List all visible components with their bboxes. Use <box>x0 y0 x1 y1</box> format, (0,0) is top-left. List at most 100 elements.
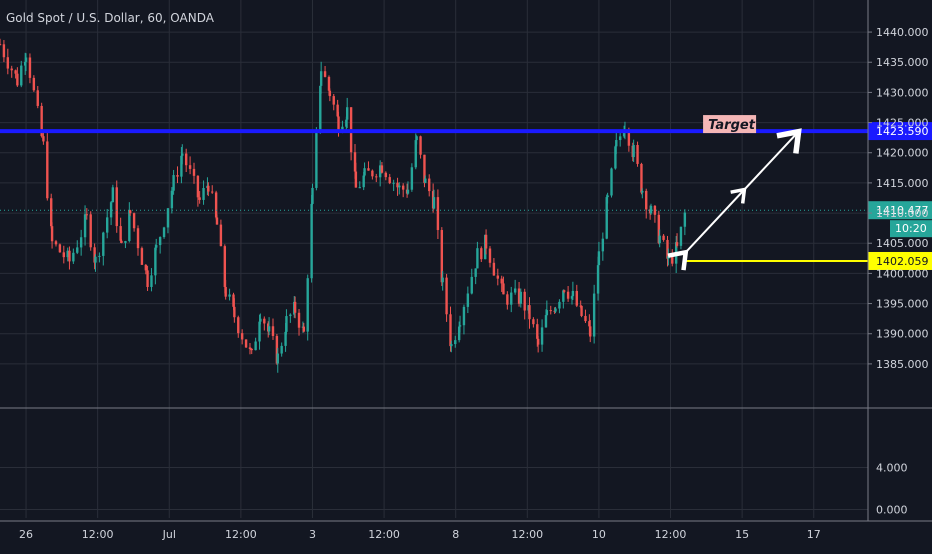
candle-body <box>310 203 313 279</box>
candle-body <box>445 277 448 315</box>
candle-body <box>332 96 335 105</box>
candle-body <box>144 264 148 271</box>
levels-layer: 1410.477 10:20 1423.590 Target 1402.059 <box>0 115 932 270</box>
candle-body <box>540 327 544 345</box>
target-note-label: Target <box>708 118 756 133</box>
candle-body <box>424 178 427 183</box>
support-price-label: 1402.059 <box>876 255 929 268</box>
candle-body <box>124 241 127 243</box>
time-tick-label: 3 <box>309 528 316 541</box>
candle-body <box>315 130 318 188</box>
candle-body <box>311 187 314 204</box>
candle-body <box>207 185 210 192</box>
candles-layer <box>0 38 687 373</box>
candle-body <box>105 217 109 233</box>
candle-body <box>28 57 32 78</box>
candle-body <box>54 241 58 245</box>
candle-body <box>596 265 600 294</box>
candle-body <box>254 341 257 351</box>
candle-body <box>375 176 378 178</box>
candle-body <box>484 234 488 249</box>
candle-body <box>392 182 395 184</box>
candle-body <box>476 248 479 269</box>
candle-body <box>180 155 183 177</box>
price-tick-label: 1430.000 <box>876 86 929 99</box>
candle-body <box>358 187 361 189</box>
candle-body <box>111 187 115 203</box>
candle-body <box>415 136 418 141</box>
candle-body <box>488 248 492 263</box>
current-price-label: 1410.477 <box>876 204 929 217</box>
candle-body <box>285 316 288 332</box>
time-tick-label: 26 <box>19 528 33 541</box>
candle-body <box>679 226 683 246</box>
drawings-layer <box>667 128 802 271</box>
candle-body <box>532 319 535 325</box>
candle-body <box>158 237 162 246</box>
axes-layer: 1440.000 1435.000 1430.000 1425.000 1420.000… <box>0 0 932 541</box>
candle-body <box>470 276 473 294</box>
candle-body <box>89 214 92 248</box>
candle-body <box>40 105 43 137</box>
candle-body <box>401 185 405 190</box>
candle-body <box>584 315 587 322</box>
candle-body <box>601 238 605 252</box>
price-tick-label: 1425.000 <box>876 117 929 130</box>
candle-body <box>328 90 332 97</box>
candle-body <box>466 293 470 307</box>
candle-body <box>223 246 227 288</box>
candle-body <box>85 214 88 216</box>
candle-body <box>83 214 87 238</box>
candle-body <box>536 324 539 339</box>
candle-body <box>588 321 591 327</box>
candle-body <box>280 345 283 354</box>
candle-body <box>293 301 297 313</box>
candle-body <box>58 244 62 253</box>
countdown-badge <box>890 220 932 238</box>
candle-body <box>605 197 608 239</box>
candle-body <box>640 163 643 193</box>
candle-body <box>289 314 292 317</box>
candle-body <box>597 251 601 266</box>
candle-body <box>496 275 499 279</box>
target-price-label: 1423.590 <box>876 125 929 138</box>
candle-body <box>323 71 327 77</box>
candle-body <box>519 291 522 304</box>
candle-body <box>513 288 517 293</box>
candle-body <box>224 287 227 297</box>
candle-body <box>14 70 17 74</box>
candle-body <box>645 190 648 210</box>
candle-body <box>436 197 440 231</box>
candle-body <box>248 347 252 349</box>
projection-arrow-line <box>684 130 800 253</box>
candle-body <box>614 146 617 169</box>
candle-body <box>228 294 231 297</box>
candle-body <box>362 175 365 188</box>
arrow-mid-chevron <box>730 187 747 204</box>
candle-body <box>240 333 244 340</box>
price-tick-label: 1390.000 <box>876 328 929 341</box>
candle-body <box>627 129 631 146</box>
candle-body <box>188 165 192 169</box>
candle-body <box>154 247 157 276</box>
candle-body <box>432 197 436 209</box>
candle-body <box>618 136 622 141</box>
candle-body <box>50 226 54 242</box>
candle-body <box>327 76 331 91</box>
price-tick-label: 1405.000 <box>876 237 929 250</box>
candle-body <box>558 301 561 309</box>
candle-body <box>536 338 540 345</box>
price-tick-label: 1440.000 <box>876 26 929 39</box>
candle-body <box>258 321 261 342</box>
candle-body <box>671 256 674 264</box>
candle-body <box>571 290 575 297</box>
candle-body <box>129 210 132 214</box>
candle-body <box>517 288 521 304</box>
candle-body <box>580 305 583 316</box>
candle-body <box>449 314 452 347</box>
candle-body <box>570 296 574 299</box>
candle-body <box>98 255 101 257</box>
